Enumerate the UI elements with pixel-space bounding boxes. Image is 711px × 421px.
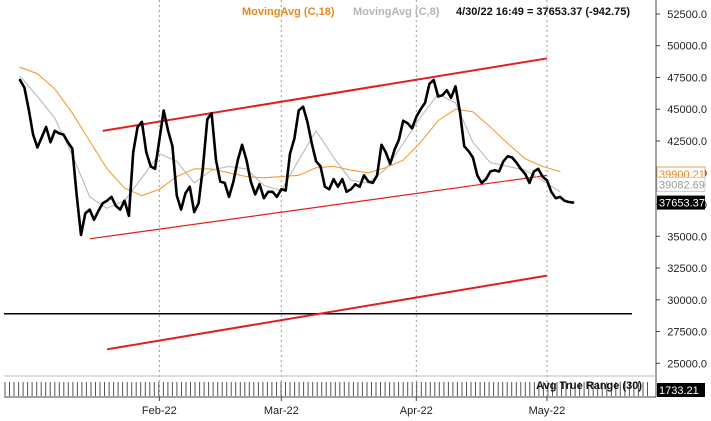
atr-pane: [4, 382, 648, 396]
y-tick-label-9: 30000.0: [667, 295, 707, 307]
legend-quote: 4/30/22 16:49 = 37653.37 (-942.75): [456, 6, 630, 18]
y-tick-label-10: 27500.0: [667, 327, 707, 339]
time-axis[interactable]: Feb-22 Mar-22 Apr-22 May-22: [142, 397, 565, 417]
series-price-line[interactable]: [18, 78, 575, 237]
y-tick-label-7: 35000.0: [667, 231, 707, 243]
y-tick-label-11: 25000.0: [667, 358, 707, 370]
grid-lines: [158, 0, 548, 397]
atr-value-tag: [657, 383, 705, 397]
price-tag-1: [656, 176, 706, 192]
y-tick-label-8: 32500.0: [667, 263, 707, 275]
x-tick-label-2: Apr-22: [400, 405, 433, 417]
y-tick-label-3: 45000.0: [667, 104, 707, 116]
y-tick-label-2: 47500.0: [667, 72, 707, 84]
channel-lower[interactable]: [106, 274, 548, 351]
legend-ma8[interactable]: MovingAvg (C,8): [353, 6, 440, 18]
price-tag-2: [657, 195, 705, 210]
x-tick-label-3: May-22: [529, 405, 566, 417]
legend-ma18[interactable]: MovingAvg (C,18): [242, 6, 335, 18]
x-tick-label-0: Feb-22: [142, 405, 177, 417]
series-ma18-line[interactable]: [19, 66, 561, 197]
series-ma8-line[interactable]: [19, 75, 561, 209]
y-tick-label-0: 52500.0: [667, 9, 707, 21]
series-layer: [18, 66, 575, 237]
atr-title: Avg True Range (30): [536, 380, 642, 392]
price-tag-label-2: 37653.37: [659, 198, 705, 210]
price-tag-label-1: 39082.69: [659, 179, 705, 191]
y-tick-label-1: 50000.0: [667, 41, 707, 53]
atr-value-label: 1733.21: [659, 385, 699, 397]
trend-channel-layer: [89, 57, 548, 351]
channel-middle[interactable]: [89, 174, 548, 240]
channel-upper[interactable]: [102, 57, 548, 132]
x-tick-label-1: Mar-22: [264, 405, 299, 417]
y-tick-label-4: 42500.0: [667, 136, 707, 148]
